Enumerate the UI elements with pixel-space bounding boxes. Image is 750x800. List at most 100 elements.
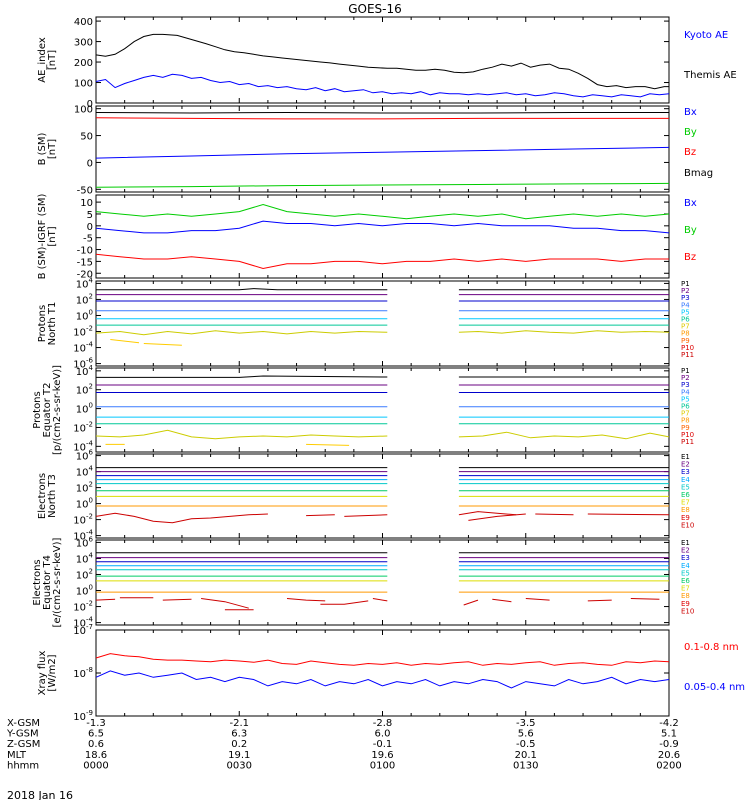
orbit-table-value: -2.1	[229, 718, 249, 729]
orbit-row-label: hhmm	[7, 760, 39, 771]
electrons-t3-legend-entry: E10	[681, 521, 694, 529]
orbit-row-label: X-GSM	[7, 718, 40, 729]
orbit-table-value: 20.1	[515, 750, 537, 761]
electrons-t4-series-line	[525, 598, 550, 601]
electrons-t4-legend-entry: E1	[681, 539, 690, 547]
orbit-table-value: -3.5	[516, 718, 536, 729]
protons-t1-series-line	[110, 339, 140, 344]
b-igrf-series-line	[95, 253, 669, 270]
orbit-table-value: 18.6	[85, 750, 107, 761]
electrons-t3-ytick-label: 104	[76, 465, 94, 479]
b-sm-ytick-label: 0	[87, 158, 93, 169]
orbit-row-label: MLT	[7, 750, 27, 761]
electrons-t4-ytick-label: 106	[76, 535, 94, 549]
electrons-t3-legend-entry: E5	[681, 483, 690, 491]
electrons-t4-legend-entry: E8	[681, 592, 690, 600]
ae-ylabel: [nT]	[47, 50, 58, 70]
protons-t2-legend-entry: P5	[681, 395, 690, 403]
electrons-t4-series-line	[162, 598, 192, 601]
orbit-table-value: 0200	[656, 760, 681, 771]
orbit-table-value: 6.0	[375, 729, 391, 740]
electrons-t4-legend-entry: E4	[681, 562, 690, 570]
electrons-t4-ylabel: [e/(cm2-s-sr-keV)]	[52, 537, 63, 627]
orbit-table-value: 0000	[83, 760, 108, 771]
b-igrf-ytick-label: -15	[77, 257, 93, 268]
b-sm-legend-entry: By	[684, 127, 697, 138]
ae-ytick-label: 200	[74, 58, 93, 69]
b-igrf-series-line	[95, 220, 670, 234]
b-sm-series-line	[95, 146, 670, 159]
orbit-table-value: -4.2	[659, 718, 679, 729]
ae-legend-entry: Themis AE	[683, 70, 737, 81]
protons-t1-series-line	[95, 330, 388, 336]
orbit-table-value: 19.1	[228, 750, 250, 761]
protons-t2-legend-entry: P6	[681, 403, 690, 411]
protons-t1-legend-entry: P5	[681, 308, 690, 316]
electrons-t3-legend-entry: E4	[681, 476, 690, 484]
electrons-t4-series-line	[463, 599, 479, 606]
electrons-t4-series-line	[372, 598, 388, 602]
protons-t2-series-line	[458, 431, 670, 440]
electrons-t3-legend-entry: E3	[681, 468, 690, 476]
protons-t2-ytick-label: 102	[76, 383, 93, 397]
orbit-table-value: 0130	[513, 760, 538, 771]
protons-t1-ytick-label: 102	[76, 292, 93, 306]
protons-t1-ytick-label: 10-2	[73, 325, 93, 339]
date-label: 2018 Jan 16	[7, 789, 73, 800]
ae-ytick-label: 300	[74, 38, 93, 49]
ae-legend-entry: Kyoto AE	[684, 30, 728, 41]
orbit-table-value: -0.1	[373, 739, 393, 750]
electrons-t3-legend-entry: E9	[681, 514, 690, 522]
b-igrf-ylabel: [nT]	[47, 226, 58, 246]
xray-series-line	[95, 670, 670, 689]
orbit-table-value: -1.3	[86, 718, 106, 729]
protons-t2-ytick-label: 100	[76, 402, 93, 416]
electrons-t4-ylabel: Electrons	[32, 559, 43, 605]
electrons-t3-series-line	[587, 513, 670, 516]
orbit-table-value: -0.5	[516, 739, 536, 750]
electrons-t3-ytick-label: 10-2	[73, 513, 93, 527]
electrons-t3-legend-entry: E2	[681, 461, 690, 469]
protons-t1-ytick-label: 100	[76, 308, 93, 322]
orbit-table-value: 6.5	[88, 729, 104, 740]
orbit-table-value: -2.8	[373, 718, 393, 729]
protons-t2-series-line	[96, 375, 388, 378]
b-igrf-ytick-label: 5	[87, 210, 93, 221]
protons-t2-legend-entry: P8	[681, 417, 690, 425]
xray-ylabel: Xray flux	[37, 651, 48, 696]
protons-t2-ytick-label: 10-2	[73, 420, 93, 434]
electrons-t3-ytick-label: 106	[76, 449, 94, 463]
protons-t2-legend-entry: P3	[681, 381, 690, 389]
electrons-t4-legend-entry: E2	[681, 547, 690, 555]
electrons-t4-ytick-label: 102	[76, 567, 93, 581]
electrons-t4-ytick-label: 104	[76, 551, 94, 565]
electrons-t3-series-line	[344, 514, 388, 517]
orbit-table-value: 0.6	[88, 739, 104, 750]
orbit-table-value: 0030	[227, 760, 252, 771]
protons-t1-legend-entry: P6	[681, 316, 690, 324]
b-igrf-ylabel: B (SM)-IGRF (SM)	[37, 194, 48, 280]
electrons-t4-legend-entry: E10	[681, 607, 694, 615]
protons-t1-ytick-label: 104	[76, 276, 94, 290]
ae-series-line	[95, 33, 669, 90]
b-sm-legend-entry: Bz	[684, 147, 696, 158]
xray-series-line	[95, 653, 670, 666]
electrons-t4-legend-entry: E6	[681, 577, 690, 585]
protons-t1-legend-entry: P4	[681, 301, 690, 309]
electrons-t3-ytick-label: 100	[76, 497, 93, 511]
protons-t2-ytick-label: 104	[76, 364, 94, 378]
electrons-t3-ylabel: North T3	[47, 474, 58, 518]
protons-t1-panel-frame	[95, 280, 670, 367]
protons-t2-legend-entry: P2	[681, 374, 690, 382]
protons-t2-legend-entry: P11	[681, 438, 694, 446]
ae-ylabel: AE_index	[37, 37, 48, 83]
figure-title: GOES-16	[348, 2, 402, 16]
protons-t1-legend-entry: P11	[681, 351, 694, 359]
protons-t2-legend-entry: P10	[681, 431, 694, 439]
electrons-t4-series-line	[95, 598, 116, 601]
ae-panel-frame	[95, 16, 670, 104]
b-sm-series-line	[95, 111, 669, 114]
b-igrf-ytick-label: -5	[83, 234, 93, 245]
orbit-table-value: 5.1	[661, 729, 677, 740]
protons-t2-panel-frame	[95, 367, 670, 453]
